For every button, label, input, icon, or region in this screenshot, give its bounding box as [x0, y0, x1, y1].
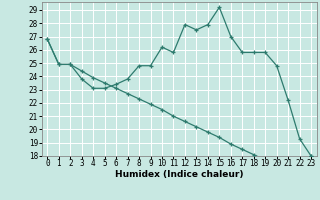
X-axis label: Humidex (Indice chaleur): Humidex (Indice chaleur) [115, 170, 244, 179]
